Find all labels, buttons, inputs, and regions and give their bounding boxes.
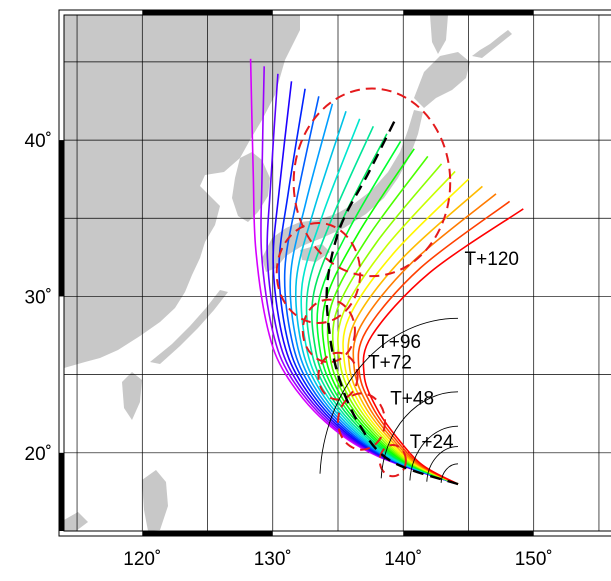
lead-time-label: T+72 bbox=[368, 352, 412, 373]
ensemble-member-track bbox=[331, 163, 459, 485]
latitude-tick-label: 40˚ bbox=[25, 131, 52, 152]
ryukyu-islands bbox=[150, 290, 228, 364]
lead-time-arc bbox=[409, 425, 459, 481]
lead-time-arc bbox=[426, 446, 459, 482]
frame-bar-left bbox=[59, 452, 64, 531]
lead-time-label: T+24 bbox=[410, 432, 454, 453]
sakhalin bbox=[430, 15, 448, 54]
luzon bbox=[142, 470, 168, 531]
lead-time-label: T+48 bbox=[390, 388, 434, 409]
ensemble-member-track bbox=[289, 103, 459, 485]
lead-time-arc bbox=[440, 463, 459, 483]
lead-time-label: T+120 bbox=[465, 249, 519, 270]
uncertainty-circle bbox=[317, 351, 359, 401]
longitude-tick-label: 150˚ bbox=[515, 549, 553, 570]
ensemble-member-track bbox=[362, 208, 524, 485]
lead-time-arc bbox=[319, 317, 459, 474]
ensemble-member-track bbox=[321, 148, 459, 485]
uncertainty-circle bbox=[275, 221, 362, 325]
longitude-tick-label: 130˚ bbox=[254, 549, 292, 570]
frame-bar-left bbox=[59, 140, 64, 297]
axis-labels: 40˚ 30˚ 20˚ 120˚ 130˚ 140˚ 150˚ bbox=[25, 131, 553, 570]
uncertainty-circle bbox=[292, 87, 452, 278]
longitude-tick-label: 120˚ bbox=[123, 549, 161, 570]
frame-bar-top bbox=[403, 10, 534, 15]
frame-bar-bottom bbox=[403, 531, 534, 536]
ensemble-member-track bbox=[342, 178, 470, 485]
ensemble-member-track bbox=[347, 185, 483, 485]
mean-track-layer bbox=[325, 116, 459, 486]
asia-mainland bbox=[64, 15, 300, 368]
longitude-tick-label: 140˚ bbox=[384, 549, 422, 570]
lead-time-label: T+96 bbox=[377, 332, 421, 353]
lead-time-arcs bbox=[319, 317, 459, 483]
japan-kyushu-honshu bbox=[262, 110, 423, 272]
hainan bbox=[64, 512, 88, 531]
map-frame bbox=[58, 9, 611, 537]
japan-hokkaido bbox=[414, 52, 470, 108]
ensemble-tracks bbox=[249, 58, 524, 485]
ensemble-member-track bbox=[352, 193, 497, 485]
lead-time-arc bbox=[380, 391, 459, 479]
ensemble-member-track bbox=[305, 125, 459, 485]
kuril-islands bbox=[472, 30, 512, 58]
ensemble-member-track bbox=[316, 140, 459, 485]
uncertainty-circle bbox=[378, 444, 407, 478]
lead-time-labels: T+24 T+48 T+72T+96 T+120 bbox=[368, 249, 519, 453]
mean-track bbox=[325, 116, 459, 486]
latitude-tick-label: 30˚ bbox=[25, 287, 52, 308]
ensemble-member-track bbox=[357, 200, 511, 485]
frame-bar-top bbox=[142, 10, 273, 15]
taiwan bbox=[122, 372, 142, 420]
uncertainty-circle bbox=[337, 392, 386, 451]
latitude-tick-label: 20˚ bbox=[25, 444, 52, 465]
uncertainty-circles bbox=[275, 87, 452, 478]
ensemble-member-track bbox=[326, 155, 459, 485]
frame-bar-bottom bbox=[142, 531, 273, 536]
korea-peninsula bbox=[232, 152, 270, 222]
uncertainty-circle bbox=[301, 298, 356, 364]
land-layer bbox=[64, 15, 512, 531]
